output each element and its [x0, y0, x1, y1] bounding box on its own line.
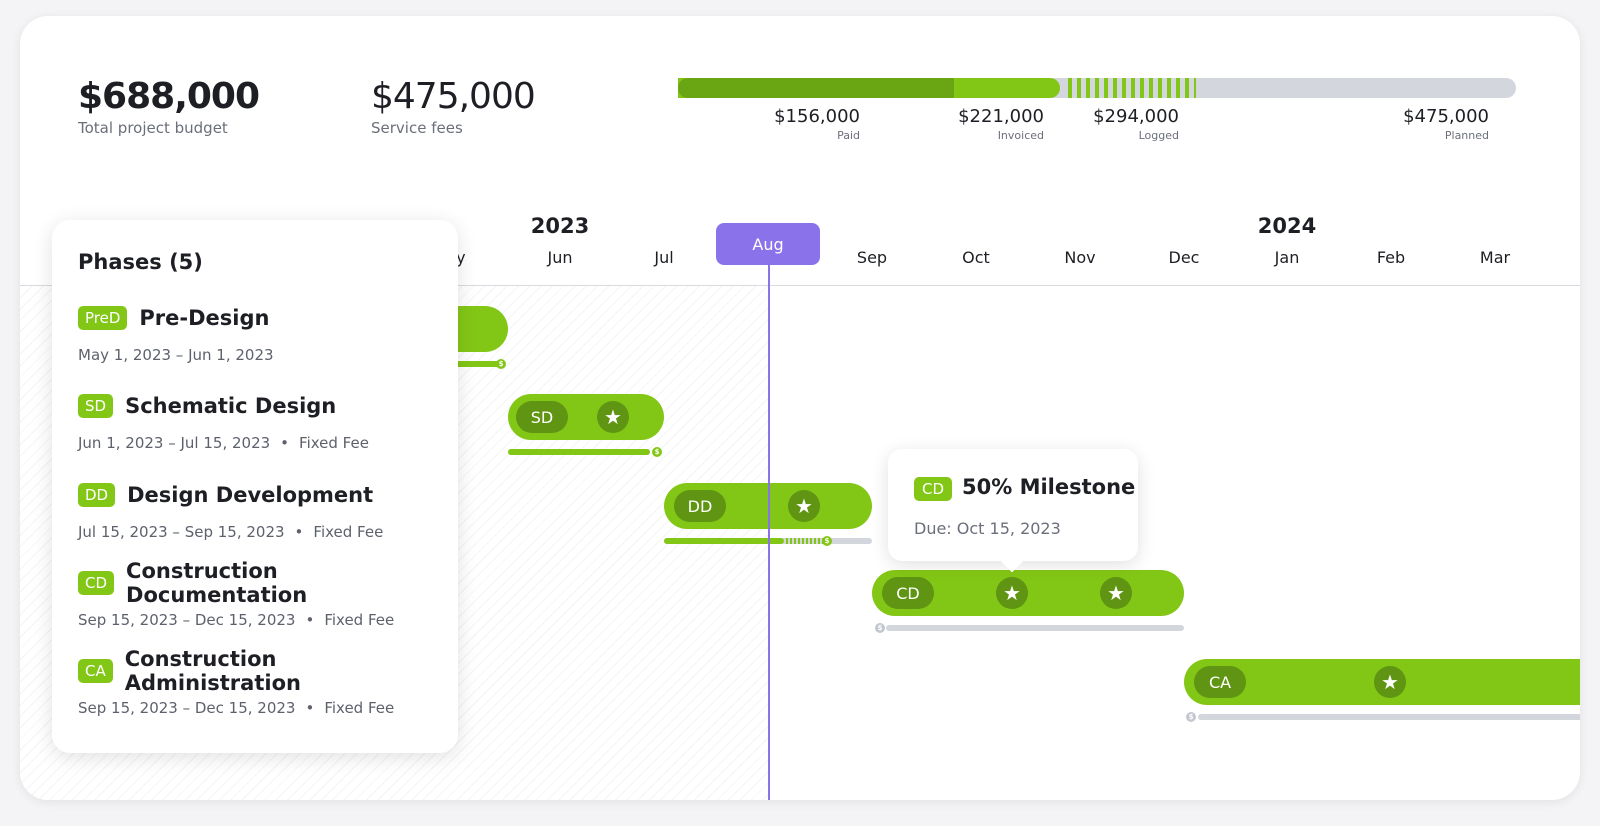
phase-pill-ca: CA [1194, 666, 1246, 698]
paid-segment [678, 78, 954, 98]
month-nov: Nov [1064, 248, 1096, 267]
year-label-2023: 2023 [530, 214, 590, 238]
project-budget-card: $688,000 Total project budget $475,000 S… [20, 16, 1580, 800]
phase-name: Construction Documentation [126, 559, 308, 607]
phase-item-schematic-design[interactable]: SD Schematic Design Jun 1, 2023 – Jul 15… [78, 392, 448, 452]
dollar-coin-icon: $ [652, 447, 662, 457]
phase-badge: SD [78, 394, 114, 418]
month-feb: Feb [1376, 248, 1406, 267]
invoiced-amount: $221,000 [958, 106, 1044, 127]
phase-name: Construction Administration [124, 647, 301, 695]
phase-pill-dd: DD [674, 490, 726, 522]
phase-pill-cd: CD [882, 577, 934, 609]
year-label-2024: 2024 [1257, 214, 1317, 238]
star-icon[interactable]: ★ [1374, 666, 1406, 698]
planned-caption: Planned [1444, 129, 1489, 142]
timeline-header-divider [20, 285, 1580, 286]
phase-dates: Sep 15, 2023 – Dec 15, 2023 [78, 699, 296, 717]
gantt-track-sd [508, 449, 650, 455]
phase-badge: CD [78, 571, 115, 595]
phase-fee-type: Fixed Fee [313, 523, 384, 541]
phase-fee-type: Fixed Fee [324, 611, 395, 629]
phase-dates: Sep 15, 2023 – Dec 15, 2023 [78, 611, 296, 629]
gantt-track-cd [886, 625, 1184, 631]
phase-item-pre-design[interactable]: PreD Pre-Design May 1, 2023 – Jun 1, 202… [78, 304, 448, 364]
month-aug-current[interactable]: Aug [716, 223, 820, 265]
phase-name: Pre-Design [139, 306, 270, 330]
separator-dot: • [280, 434, 290, 452]
phase-item-construction-documentation[interactable]: CD Construction Documentation Sep 15, 20… [78, 559, 448, 629]
dollar-coin-icon: $ [1186, 712, 1196, 722]
gantt-track-ca [1198, 714, 1580, 720]
total-budget-label: Total project budget [78, 119, 228, 137]
invoiced-legend: $221,000 Invoiced [944, 106, 1044, 142]
invoiced-caption: Invoiced [997, 129, 1044, 142]
phase-dates: Jun 1, 2023 – Jul 15, 2023 [78, 434, 271, 452]
logged-amount: $294,000 [1093, 106, 1179, 127]
phases-panel: Phases (5) PreD Pre-Design May 1, 2023 –… [52, 220, 458, 753]
month-jun: Jun [547, 248, 573, 267]
month-oct: Oct [962, 248, 990, 267]
phase-dates: May 1, 2023 – Jun 1, 2023 [78, 346, 274, 364]
phase-item-construction-administration[interactable]: CA Construction Administration Sep 15, 2… [78, 647, 448, 717]
logged-segment [1068, 78, 1196, 98]
month-mar: Mar [1479, 248, 1511, 267]
service-fees-label: Service fees [371, 119, 463, 137]
dollar-coin-icon: $ [822, 536, 832, 546]
gantt-track-logged-dd [786, 538, 828, 544]
phase-name: Design Development [127, 483, 374, 507]
star-icon[interactable]: ★ [1100, 577, 1132, 609]
gantt-track-fill-sd [508, 449, 650, 455]
service-fees-value: $475,000 [371, 76, 536, 117]
phase-fee-type: Fixed Fee [324, 699, 395, 717]
star-icon[interactable]: ★ [788, 490, 820, 522]
tooltip-phase-badge: CD [914, 477, 953, 501]
budget-progress-bar[interactable] [678, 78, 1516, 98]
gantt-bar-cd[interactable]: CD ★ ★ [872, 570, 1184, 616]
gantt-bar-sd[interactable]: SD ★ [508, 394, 664, 440]
phase-item-design-development[interactable]: DD Design Development Jul 15, 2023 – Sep… [78, 481, 448, 541]
phase-name: Schematic Design [125, 394, 337, 418]
gantt-bar-ca[interactable]: CA ★ [1184, 659, 1580, 705]
phase-dates: Jul 15, 2023 – Sep 15, 2023 [78, 523, 285, 541]
month-dec: Dec [1168, 248, 1200, 267]
month-jan: Jan [1274, 248, 1300, 267]
paid-amount: $156,000 [774, 106, 860, 127]
phase-fee-type: Fixed Fee [299, 434, 369, 452]
month-sep: Sep [856, 248, 888, 267]
separator-dot: • [294, 523, 304, 541]
logged-legend: $294,000 Logged [1079, 106, 1179, 142]
separator-dot: • [305, 611, 315, 629]
service-fees-stat: $475,000 Service fees [371, 76, 536, 137]
phase-badge: DD [78, 483, 116, 507]
total-budget-value: $688,000 [78, 76, 260, 117]
total-budget-stat: $688,000 Total project budget [78, 76, 260, 137]
star-icon[interactable]: ★ [597, 401, 629, 433]
dollar-coin-icon: $ [496, 359, 506, 369]
phase-pill-sd: SD [516, 401, 568, 433]
planned-amount: $475,000 [1403, 106, 1489, 127]
gantt-track-fill-dd [664, 538, 784, 544]
phase-badge: PreD [78, 306, 128, 330]
dollar-coin-icon: $ [875, 623, 885, 633]
month-jul: Jul [654, 248, 674, 267]
paid-caption: Paid [837, 129, 860, 142]
paid-legend: $156,000 Paid [760, 106, 860, 142]
tooltip-title: 50% Milestone [962, 475, 1136, 499]
planned-legend: $475,000 Planned [1389, 106, 1489, 142]
star-icon[interactable]: ★ [996, 577, 1028, 609]
logged-caption: Logged [1138, 129, 1179, 142]
milestone-tooltip: CD 50% Milestone Due: Oct 15, 2023 [888, 449, 1138, 573]
phase-badge: CA [78, 659, 113, 683]
today-marker-line [768, 265, 770, 800]
tooltip-due-date: Due: Oct 15, 2023 [914, 519, 1061, 538]
tooltip-arrow [1000, 549, 1024, 573]
separator-dot: • [305, 699, 315, 717]
phases-panel-title: Phases (5) [78, 250, 203, 274]
